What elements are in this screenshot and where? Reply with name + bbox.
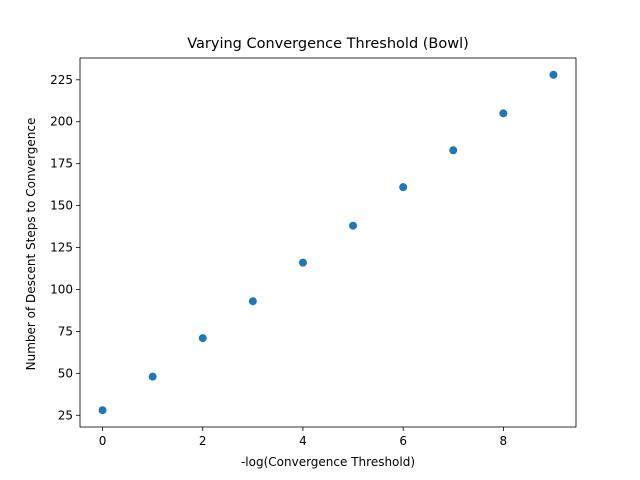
axes-frame xyxy=(79,57,577,428)
data-point xyxy=(298,258,307,267)
y-tick-label: 50 xyxy=(58,366,73,380)
y-tick-label: 125 xyxy=(50,241,73,255)
x-tick-label: 8 xyxy=(500,434,508,448)
x-tick-label: 0 xyxy=(99,434,107,448)
chart-title: Varying Convergence Threshold (Bowl) xyxy=(187,36,469,52)
data-point xyxy=(148,372,157,381)
data-point xyxy=(399,183,408,192)
y-tick-label: 200 xyxy=(50,115,73,129)
y-tick-label: 75 xyxy=(58,324,73,338)
data-point xyxy=(248,297,257,306)
y-axis-label: Number of Descent Steps to Convergence xyxy=(24,118,38,371)
y-tick-label: 25 xyxy=(58,408,73,422)
x-tick-label: 2 xyxy=(199,434,207,448)
data-point xyxy=(499,109,508,118)
y-tick-label: 150 xyxy=(50,199,73,213)
x-axis-label: -log(Convergence Threshold) xyxy=(241,455,415,469)
y-tick-label: 225 xyxy=(50,73,73,87)
data-point xyxy=(198,334,207,343)
plot-area: 0 2 4 6 8 25 50 75 100 125 150 175 200 225 xyxy=(50,57,577,448)
data-point xyxy=(449,146,458,155)
y-tick-label: 100 xyxy=(50,282,73,296)
y-tick-label: 175 xyxy=(50,157,73,171)
data-point xyxy=(549,70,558,79)
x-tick-label: 6 xyxy=(399,434,407,448)
data-point xyxy=(349,221,358,230)
x-tick-label: 4 xyxy=(299,434,307,448)
data-point xyxy=(98,406,107,415)
